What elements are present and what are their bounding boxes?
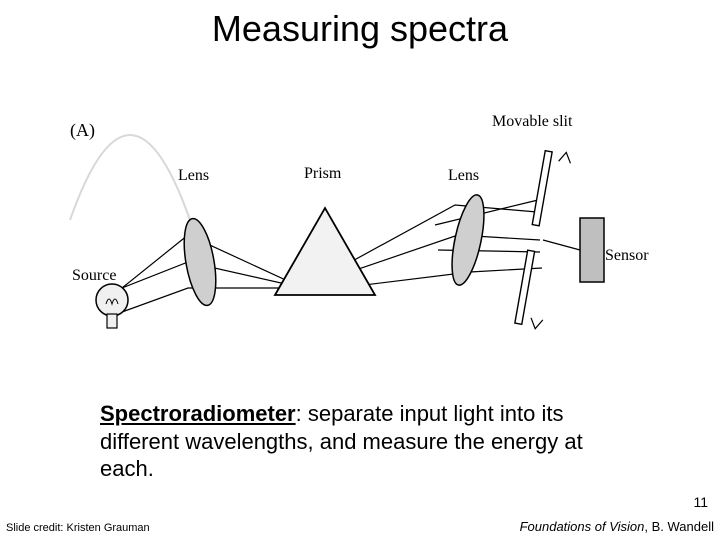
credit-author: , B. Wandell: [644, 519, 714, 534]
slide-title: Measuring spectra: [0, 8, 720, 50]
spectroradiometer-diagram: (A) Source Lens Prism Lens Movable slit Sensor: [60, 90, 660, 370]
caption: Spectroradiometer: separate input light …: [100, 400, 640, 483]
caption-term: Spectroradiometer: [100, 401, 296, 426]
svg-text:Sensor: Sensor: [605, 247, 649, 264]
credit-book: Foundations of Vision: [520, 519, 645, 534]
slide-credit-left: Slide credit: Kristen Grauman: [6, 522, 150, 534]
slide-credit-right: Foundations of Vision, B. Wandell: [520, 519, 714, 534]
svg-text:Movable slit: Movable slit: [492, 113, 573, 130]
svg-text:Prism: Prism: [304, 165, 342, 182]
slide: Measuring spectra (A) Source Lens Prism Lens…: [0, 0, 720, 540]
page-number: 11: [693, 494, 708, 510]
svg-text:Lens: Lens: [448, 167, 479, 184]
svg-text:(A): (A): [70, 120, 95, 141]
svg-text:Lens: Lens: [178, 167, 209, 184]
svg-text:Source: Source: [72, 267, 116, 284]
